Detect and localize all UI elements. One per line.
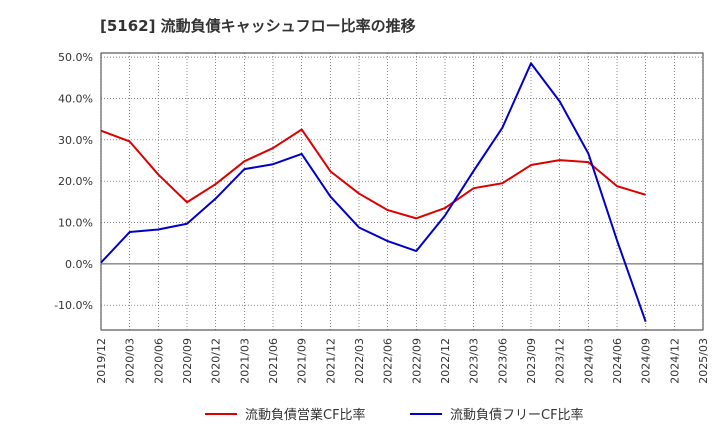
x-tick-label: 2024/09: [640, 338, 653, 384]
x-tick-label: 2024/03: [582, 338, 595, 384]
x-tick-label: 2024/12: [668, 338, 681, 384]
x-tick-label: 2025/03: [697, 338, 710, 384]
grid: [100, 52, 704, 331]
series-line-2: [100, 62, 647, 323]
x-tick-label: 2023/12: [554, 338, 567, 384]
legend-label: 流動負債営業CF比率: [245, 407, 366, 423]
plot-frame: [100, 52, 704, 331]
x-tick-label: 2022/03: [353, 338, 366, 384]
legend: 流動負債営業CF比率 流動負債フリーCF比率: [205, 407, 584, 423]
y-tick-label: 40.0%: [58, 92, 93, 105]
x-tick-label: 2022/12: [439, 338, 452, 384]
x-tick-label: 2021/12: [324, 338, 337, 384]
x-tick-label: 2023/03: [468, 338, 481, 384]
y-tick-label: 30.0%: [58, 134, 93, 147]
legend-label: 流動負債フリーCF比率: [450, 407, 584, 423]
x-tick-label: 2024/06: [611, 338, 624, 384]
chart-title: [5162] 流動負債キャッシュフロー比率の推移: [100, 17, 416, 35]
x-tick-label: 2021/06: [267, 338, 280, 384]
x-tick-label: 2019/12: [95, 338, 108, 384]
x-tick-label: 2020/12: [210, 338, 223, 384]
y-tick-label: 10.0%: [58, 217, 93, 230]
x-tick-label: 2022/06: [382, 338, 395, 384]
series-lines: [100, 62, 647, 323]
y-tick-label: -10.0%: [54, 299, 93, 312]
x-tick-label: 2023/09: [525, 338, 538, 384]
y-tick-label: 0.0%: [65, 258, 93, 271]
x-tick-label: 2023/06: [496, 338, 509, 384]
x-tick-label: 2020/03: [124, 338, 137, 384]
x-tick-label: 2020/09: [181, 338, 194, 384]
x-tick-label: 2021/03: [238, 338, 251, 384]
x-tick-label: 2020/06: [152, 338, 165, 384]
x-tick-label: 2021/09: [296, 338, 309, 384]
y-tick-label: 50.0%: [58, 51, 93, 64]
series-line-1: [100, 128, 646, 220]
axes: 50.0% 40.0% 30.0% 20.0% 10.0% 0.0% -10.0% 2019/…: [54, 51, 710, 384]
x-tick-label: 2022/09: [410, 338, 423, 384]
y-tick-label: 20.0%: [58, 175, 93, 188]
